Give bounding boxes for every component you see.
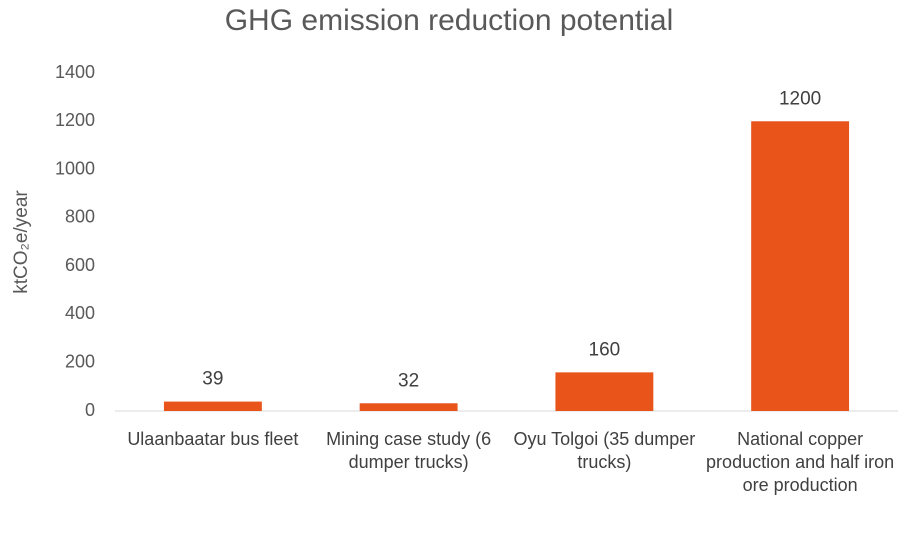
value-label: 1200 [779,88,821,109]
x-tick-label: National copper production and half iron… [706,429,895,495]
y-tick-label: 200 [65,351,95,371]
value-label: 39 [202,369,223,390]
y-axis-label: ktCO₂e/year [11,190,32,294]
y-tick-label: 800 [65,207,95,227]
chart-title: GHG emission reduction potential [225,4,674,37]
bar [163,401,262,411]
y-tick-label: 1400 [55,62,95,82]
y-tick-label: 1000 [55,158,95,178]
bar [751,121,850,412]
bar [555,372,654,411]
value-label: 160 [589,339,621,360]
y-tick-label: 600 [65,255,95,275]
bar [359,403,458,411]
y-tick-label: 400 [65,303,95,323]
y-tick-label: 1200 [55,110,95,130]
x-tick-label: Oyu Tolgoi (35 dumper trucks) [513,429,696,472]
x-tick-label: Mining case study (6 dumper trucks) [326,429,492,472]
value-label: 32 [398,370,419,391]
x-tick-label: Ulaanbaatar bus fleet [127,429,299,449]
y-tick-label: 0 [85,400,95,420]
